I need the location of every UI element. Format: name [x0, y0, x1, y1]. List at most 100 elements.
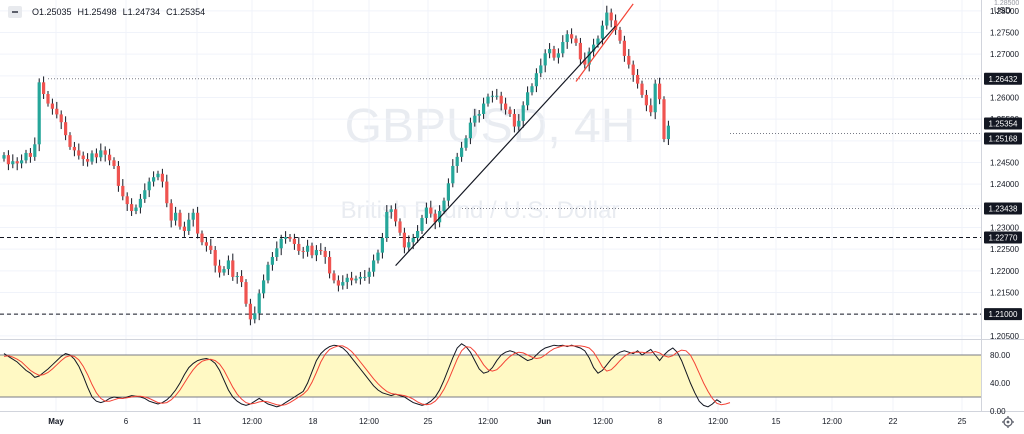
- candle-up[interactable]: [600, 25, 604, 39]
- candle-down[interactable]: [112, 160, 116, 166]
- candle-up[interactable]: [138, 198, 142, 208]
- candle-up[interactable]: [156, 173, 160, 178]
- candle-down[interactable]: [248, 303, 252, 320]
- candle-down[interactable]: [46, 94, 50, 104]
- candle-down[interactable]: [504, 103, 508, 110]
- candle-down[interactable]: [94, 153, 98, 158]
- candle-down[interactable]: [231, 260, 235, 277]
- candle-up[interactable]: [464, 138, 468, 148]
- candle-up[interactable]: [275, 248, 279, 257]
- candle-down[interactable]: [50, 103, 54, 109]
- candle-down[interactable]: [319, 250, 323, 252]
- candle-down[interactable]: [209, 245, 213, 251]
- candle-down[interactable]: [649, 105, 653, 113]
- candle-down[interactable]: [402, 232, 406, 248]
- candle-down[interactable]: [28, 152, 32, 157]
- candle-up[interactable]: [262, 280, 266, 294]
- candle-up[interactable]: [270, 256, 274, 265]
- candle-down[interactable]: [614, 20, 618, 30]
- candle-down[interactable]: [297, 243, 301, 251]
- candle-up[interactable]: [385, 211, 389, 238]
- candle-up[interactable]: [143, 190, 147, 199]
- candle-down[interactable]: [165, 181, 169, 204]
- candle-up[interactable]: [477, 113, 481, 116]
- candle-down[interactable]: [77, 150, 81, 156]
- candle-down[interactable]: [196, 212, 200, 234]
- candle-down[interactable]: [244, 282, 248, 304]
- candle-up[interactable]: [442, 200, 446, 212]
- candle-up[interactable]: [473, 115, 477, 123]
- candle-up[interactable]: [666, 125, 670, 140]
- settings-gear-icon[interactable]: [1002, 416, 1014, 428]
- candle-up[interactable]: [279, 238, 283, 249]
- candle-up[interactable]: [424, 207, 428, 218]
- candle-up[interactable]: [561, 42, 565, 54]
- candle-down[interactable]: [130, 204, 134, 212]
- price-tag[interactable]: [984, 231, 1022, 244]
- candle-down[interactable]: [301, 250, 305, 252]
- candle-up[interactable]: [266, 264, 270, 281]
- candle-down[interactable]: [59, 114, 63, 123]
- candle-down[interactable]: [292, 238, 296, 244]
- candle-down[interactable]: [512, 113, 516, 127]
- candle-down[interactable]: [336, 280, 340, 286]
- candle-down[interactable]: [15, 161, 19, 164]
- candle-down[interactable]: [218, 265, 222, 273]
- candle-up[interactable]: [411, 237, 415, 243]
- candle-up[interactable]: [460, 147, 464, 157]
- candle-up[interactable]: [526, 92, 530, 106]
- candle-up[interactable]: [345, 277, 349, 283]
- candle-up[interactable]: [314, 250, 318, 256]
- candle-up[interactable]: [517, 120, 521, 127]
- candle-up[interactable]: [284, 237, 288, 239]
- candle-up[interactable]: [539, 65, 543, 74]
- collapse-legend-icon[interactable]: [8, 6, 22, 18]
- candle-down[interactable]: [81, 155, 85, 160]
- candle-up[interactable]: [24, 152, 28, 161]
- candle-down[interactable]: [121, 185, 125, 197]
- candle-up[interactable]: [376, 252, 380, 261]
- candle-up[interactable]: [565, 34, 569, 43]
- candle-up[interactable]: [596, 38, 600, 45]
- candle-up[interactable]: [407, 242, 411, 248]
- candle-down[interactable]: [68, 135, 72, 147]
- candle-down[interactable]: [578, 42, 582, 60]
- candle-down[interactable]: [433, 213, 437, 223]
- candle-up[interactable]: [490, 95, 494, 97]
- candle-down[interactable]: [640, 83, 644, 95]
- candle-up[interactable]: [495, 95, 499, 97]
- candle-down[interactable]: [64, 122, 68, 136]
- candle-down[interactable]: [213, 250, 217, 266]
- candle-up[interactable]: [253, 313, 257, 320]
- price-tag[interactable]: [984, 308, 1022, 321]
- candle-down[interactable]: [42, 82, 46, 95]
- candle-up[interactable]: [482, 103, 486, 114]
- candle-up[interactable]: [37, 82, 41, 145]
- candle-up[interactable]: [468, 122, 472, 139]
- candle-up[interactable]: [438, 211, 442, 223]
- candle-down[interactable]: [394, 209, 398, 222]
- candle-up[interactable]: [226, 260, 230, 270]
- candle-down[interactable]: [72, 146, 76, 151]
- candle-up[interactable]: [235, 276, 239, 278]
- candle-up[interactable]: [363, 276, 367, 278]
- candle-down[interactable]: [618, 29, 622, 41]
- candle-up[interactable]: [367, 271, 371, 277]
- candle-up[interactable]: [455, 156, 459, 166]
- candle-down[interactable]: [103, 150, 107, 155]
- candle-down[interactable]: [160, 173, 164, 182]
- candle-down[interactable]: [182, 226, 186, 231]
- candle-up[interactable]: [446, 183, 450, 201]
- candle-up[interactable]: [99, 150, 103, 158]
- candle-down[interactable]: [125, 196, 129, 205]
- candle-up[interactable]: [416, 230, 420, 238]
- candle-down[interactable]: [55, 108, 59, 115]
- candle-down[interactable]: [574, 38, 578, 43]
- trendline-black[interactable]: [395, 25, 617, 267]
- candle-down[interactable]: [310, 245, 314, 256]
- candle-down[interactable]: [644, 94, 648, 106]
- candle-down[interactable]: [552, 48, 556, 58]
- candle-up[interactable]: [486, 96, 490, 104]
- candle-up[interactable]: [354, 278, 358, 281]
